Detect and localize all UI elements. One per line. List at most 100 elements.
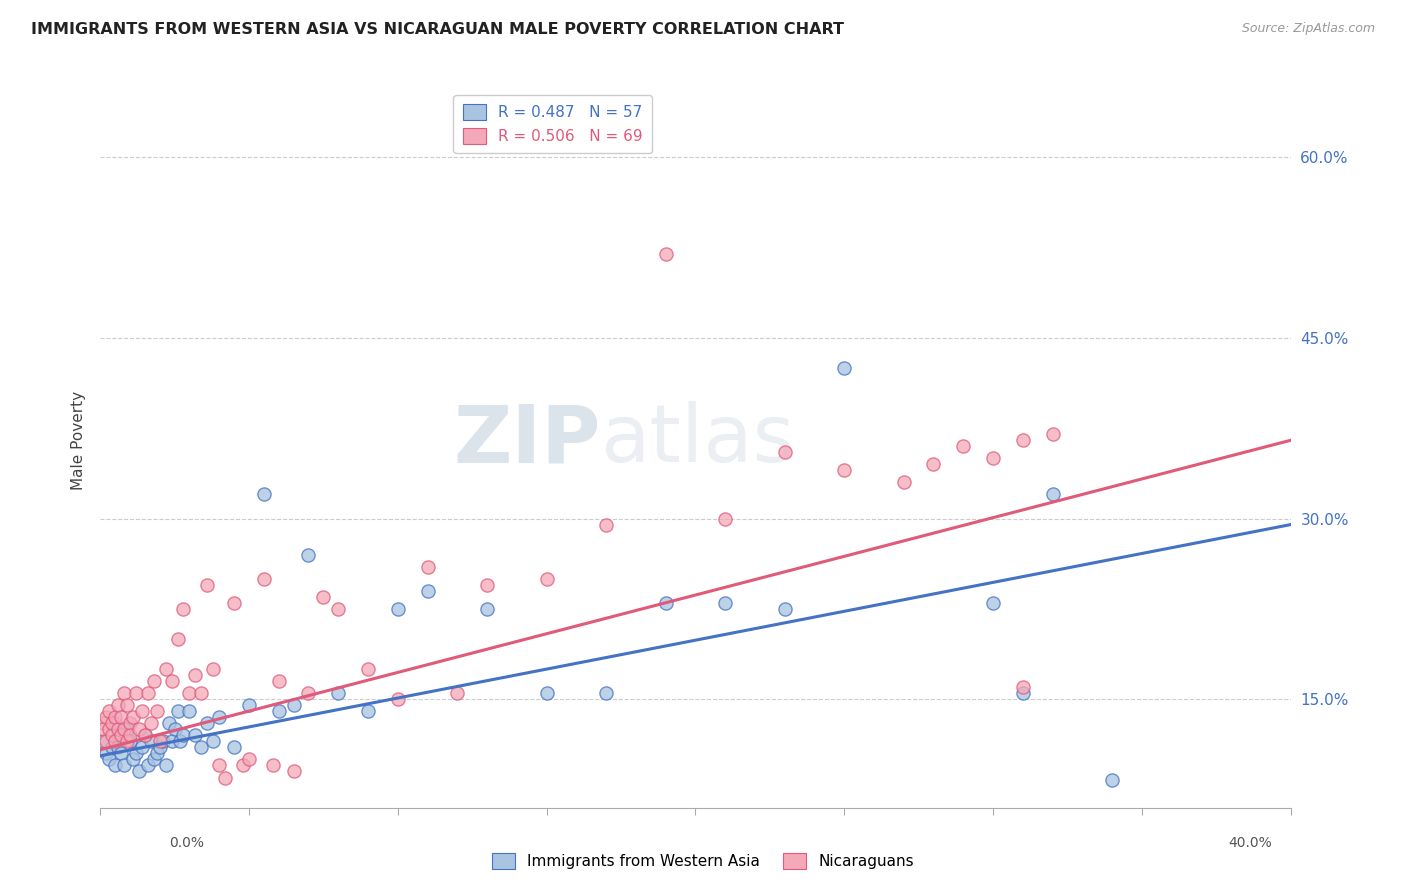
- Point: [1101, 772, 1123, 787]
- Point: [253, 572, 276, 586]
- Text: Source: ZipAtlas.com: Source: ZipAtlas.com: [1241, 22, 1375, 36]
- Point: [714, 596, 737, 610]
- Legend: Immigrants from Western Asia, Nicaraguans: Immigrants from Western Asia, Nicaraguan…: [486, 847, 920, 875]
- Point: [981, 596, 1004, 610]
- Point: [238, 698, 260, 713]
- Point: [222, 596, 245, 610]
- Point: [118, 728, 141, 742]
- Point: [214, 771, 236, 785]
- Text: 0.0%: 0.0%: [169, 836, 204, 850]
- Point: [131, 704, 153, 718]
- Point: [118, 734, 141, 748]
- Point: [179, 686, 201, 700]
- Point: [172, 728, 194, 742]
- Point: [981, 451, 1004, 466]
- Point: [1042, 487, 1064, 501]
- Point: [232, 758, 254, 772]
- Point: [297, 686, 319, 700]
- Point: [328, 686, 350, 700]
- Point: [94, 710, 117, 724]
- Point: [297, 548, 319, 562]
- Point: [595, 517, 617, 532]
- Point: [416, 559, 439, 574]
- Point: [160, 734, 183, 748]
- Point: [262, 758, 284, 772]
- Point: [312, 590, 335, 604]
- Point: [714, 511, 737, 525]
- Point: [101, 716, 124, 731]
- Point: [283, 698, 305, 713]
- Point: [208, 710, 231, 724]
- Point: [952, 439, 974, 453]
- Point: [104, 710, 127, 724]
- Point: [387, 692, 409, 706]
- Point: [145, 704, 167, 718]
- Point: [172, 602, 194, 616]
- Point: [773, 445, 796, 459]
- Point: [91, 716, 114, 731]
- Point: [169, 734, 191, 748]
- Point: [475, 602, 498, 616]
- Point: [91, 723, 114, 737]
- Point: [104, 758, 127, 772]
- Point: [115, 734, 138, 748]
- Point: [110, 728, 132, 742]
- Point: [328, 602, 350, 616]
- Point: [136, 686, 159, 700]
- Point: [195, 578, 218, 592]
- Point: [184, 668, 207, 682]
- Text: atlas: atlas: [600, 401, 794, 479]
- Point: [98, 752, 121, 766]
- Point: [190, 740, 212, 755]
- Point: [115, 698, 138, 713]
- Text: 40.0%: 40.0%: [1229, 836, 1272, 850]
- Point: [179, 704, 201, 718]
- Point: [357, 704, 380, 718]
- Point: [357, 662, 380, 676]
- Point: [136, 758, 159, 772]
- Point: [115, 723, 138, 737]
- Point: [91, 734, 114, 748]
- Point: [101, 740, 124, 755]
- Point: [104, 734, 127, 748]
- Point: [112, 758, 135, 772]
- Point: [98, 723, 121, 737]
- Point: [202, 734, 225, 748]
- Text: ZIP: ZIP: [453, 401, 600, 479]
- Point: [536, 572, 558, 586]
- Point: [595, 686, 617, 700]
- Point: [416, 583, 439, 598]
- Point: [166, 704, 188, 718]
- Point: [121, 710, 143, 724]
- Point: [128, 723, 150, 737]
- Point: [134, 728, 156, 742]
- Point: [157, 716, 180, 731]
- Point: [110, 710, 132, 724]
- Point: [112, 686, 135, 700]
- Point: [149, 740, 172, 755]
- Point: [238, 752, 260, 766]
- Point: [152, 734, 174, 748]
- Point: [110, 747, 132, 761]
- Point: [94, 734, 117, 748]
- Point: [145, 747, 167, 761]
- Point: [155, 758, 177, 772]
- Point: [922, 458, 945, 472]
- Point: [446, 686, 468, 700]
- Point: [107, 740, 129, 755]
- Point: [112, 723, 135, 737]
- Point: [94, 747, 117, 761]
- Y-axis label: Male Poverty: Male Poverty: [72, 391, 86, 490]
- Point: [475, 578, 498, 592]
- Point: [202, 662, 225, 676]
- Point: [142, 674, 165, 689]
- Point: [98, 704, 121, 718]
- Point: [107, 723, 129, 737]
- Point: [208, 758, 231, 772]
- Point: [832, 463, 855, 477]
- Point: [163, 723, 186, 737]
- Point: [893, 475, 915, 490]
- Point: [107, 698, 129, 713]
- Point: [1011, 434, 1033, 448]
- Point: [654, 246, 676, 260]
